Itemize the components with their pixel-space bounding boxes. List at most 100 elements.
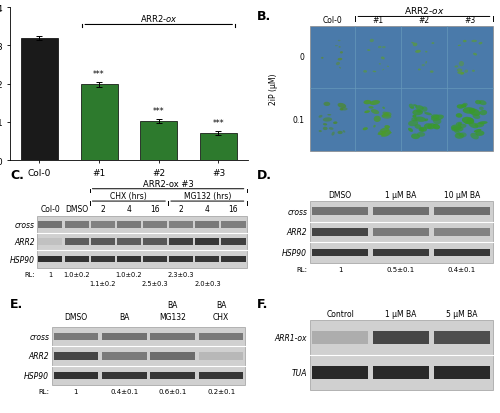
Ellipse shape [417,133,425,138]
Text: 1: 1 [338,267,342,273]
Ellipse shape [382,112,389,116]
Ellipse shape [462,118,474,125]
Bar [373,228,429,236]
Text: 1.0±0.2: 1.0±0.2 [116,272,142,278]
Bar [143,239,167,245]
Ellipse shape [367,50,370,52]
Bar [80,85,118,161]
Ellipse shape [457,69,462,73]
Bar [196,239,220,245]
Ellipse shape [463,41,466,43]
Text: ***: *** [93,70,105,79]
Ellipse shape [382,114,388,118]
Bar [169,256,193,263]
Ellipse shape [424,119,428,122]
Ellipse shape [341,108,347,111]
Text: #1: #1 [372,16,384,25]
Bar [117,239,141,245]
Text: 2.0±0.3: 2.0±0.3 [194,280,220,286]
Text: 1: 1 [74,389,78,394]
Ellipse shape [382,47,386,49]
Bar [312,208,368,216]
Text: 10 μM BA: 10 μM BA [444,190,480,199]
Bar [38,222,62,228]
Ellipse shape [414,117,426,123]
Bar [102,352,146,360]
Ellipse shape [338,41,340,42]
Ellipse shape [422,65,425,67]
Bar [169,239,193,245]
Bar [102,333,146,340]
Ellipse shape [469,109,480,117]
Ellipse shape [328,115,332,116]
Ellipse shape [370,101,380,106]
Ellipse shape [456,122,462,126]
Ellipse shape [379,64,381,65]
Ellipse shape [409,104,414,109]
Ellipse shape [378,131,386,135]
Text: HSP90: HSP90 [24,371,49,380]
Ellipse shape [458,72,464,75]
Bar [199,352,244,360]
Text: RL:: RL: [38,389,49,394]
Text: 2.3±0.3: 2.3±0.3 [168,272,194,278]
Ellipse shape [458,45,461,47]
Bar [200,133,237,161]
Ellipse shape [422,107,428,112]
Text: BA: BA [119,312,130,321]
Text: 4: 4 [126,205,132,214]
Text: 0.5±0.1: 0.5±0.1 [387,267,415,273]
Bar [102,372,146,379]
Bar [312,228,368,236]
Text: cross: cross [29,332,49,341]
Bar [52,327,246,385]
Text: MG132 (hrs): MG132 (hrs) [184,191,231,200]
Bar [434,331,490,344]
Text: 4: 4 [205,205,210,214]
Text: BA: BA [216,301,226,309]
Ellipse shape [336,63,340,66]
Ellipse shape [415,51,421,54]
Bar [90,222,115,228]
Ellipse shape [382,107,385,110]
Ellipse shape [378,47,382,49]
Ellipse shape [478,101,486,106]
Bar [21,39,58,161]
Ellipse shape [338,47,340,48]
Text: 0: 0 [300,53,305,62]
Ellipse shape [378,133,384,136]
Bar [38,239,62,245]
Bar [434,366,490,379]
Ellipse shape [339,68,341,69]
Bar [117,256,141,263]
Text: ***: *** [212,119,224,128]
Ellipse shape [428,124,436,130]
Ellipse shape [329,128,334,131]
Text: ARR2: ARR2 [286,228,307,237]
Ellipse shape [373,126,376,128]
Ellipse shape [458,123,462,127]
Ellipse shape [451,125,462,131]
Text: BA: BA [168,301,178,309]
Ellipse shape [466,121,474,125]
Ellipse shape [426,62,427,64]
Text: DMSO: DMSO [65,205,88,214]
Ellipse shape [464,70,468,74]
Bar [64,239,88,245]
Ellipse shape [408,128,413,133]
Bar [117,222,141,228]
Bar [373,249,429,257]
Ellipse shape [332,132,334,136]
Text: cross: cross [15,221,35,230]
Text: 16: 16 [228,205,238,214]
Ellipse shape [342,131,345,133]
Text: DMSO: DMSO [64,312,88,321]
Ellipse shape [340,52,343,55]
Bar [150,372,195,379]
Bar [143,222,167,228]
Ellipse shape [321,58,324,59]
Text: TUA: TUA [292,368,307,377]
Text: RL:: RL: [24,272,35,278]
Ellipse shape [410,107,414,109]
Text: ARR2: ARR2 [14,237,35,247]
